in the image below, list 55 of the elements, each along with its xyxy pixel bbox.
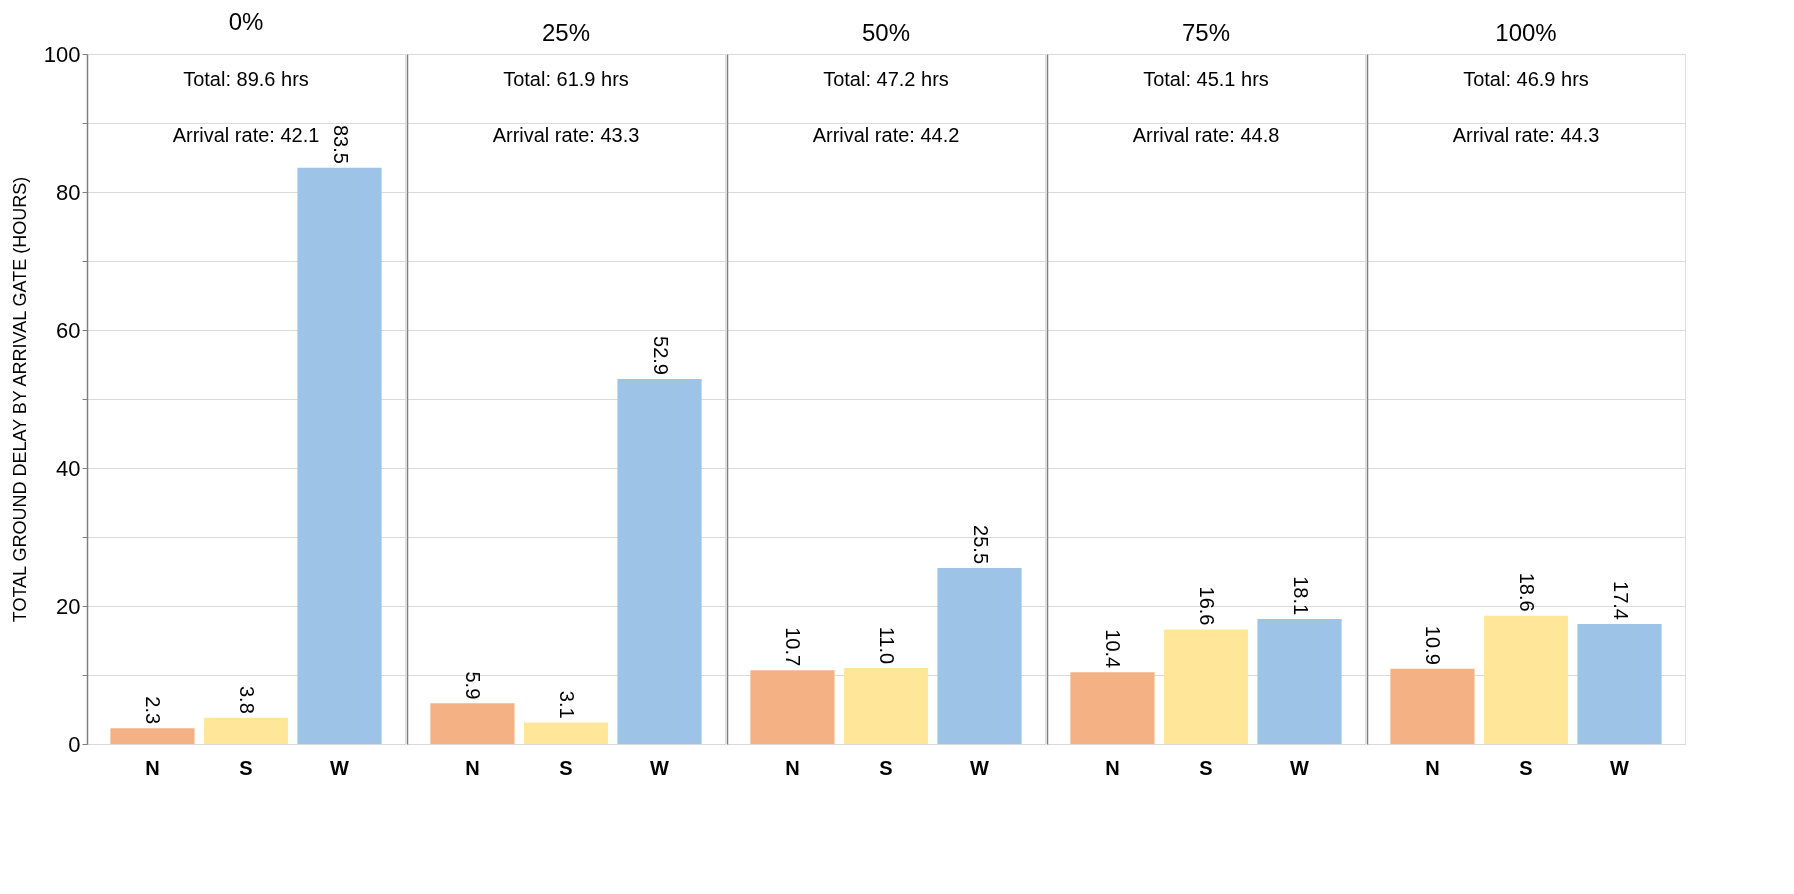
y-tick-label: 0 [68, 731, 81, 757]
annotation: Arrival rate: 44.2 [812, 124, 960, 146]
annotation: Arrival rate: 44.3 [1452, 124, 1600, 146]
data-label: 17.4 [1609, 581, 1632, 620]
y-tick-label: 40 [56, 455, 81, 481]
x-tick-label: W [1610, 756, 1630, 779]
bar [297, 167, 382, 744]
data-label: 10.7 [782, 627, 805, 667]
data-label: 83.5 [329, 124, 352, 164]
y-tick-label: 60 [56, 317, 81, 343]
x-tick-label: W [970, 756, 990, 779]
chart-title: 50% [861, 19, 911, 46]
annotation: Total: 46.9 hrs [1463, 68, 1589, 90]
chart-title: 100% [1495, 19, 1557, 46]
x-tick-label: N [145, 756, 160, 779]
data-label: 3.1 [556, 690, 578, 719]
annotation: Arrival rate: 44.8 [1132, 124, 1280, 146]
y-axis-title: TOTAL GROUND DELAY BY ARRIVAL GATE (HOURS) [9, 176, 30, 623]
x-tick-label: S [1519, 756, 1533, 779]
data-label: 25.5 [969, 525, 992, 565]
data-label: 52.9 [649, 336, 672, 375]
bar [110, 728, 195, 744]
chart-title: 75% [1181, 19, 1231, 46]
annotation: Arrival rate: 42.1 [172, 124, 320, 146]
x-tick-label: W [650, 756, 670, 779]
x-tick-label: S [559, 756, 573, 779]
data-label: 18.6 [1516, 572, 1538, 612]
chart-title: 25% [541, 19, 591, 46]
annotation: Total: 47.2 hrs [823, 68, 949, 90]
annotation: Total: 61.9 hrs [503, 68, 629, 90]
x-tick-label: N [465, 756, 480, 779]
data-label: 3.8 [236, 685, 258, 714]
x-tick-label: N [1105, 756, 1120, 779]
data-label: 18.1 [1289, 576, 1312, 616]
x-tick-label: N [785, 756, 800, 779]
data-label: 11.0 [876, 626, 898, 665]
data-label: 2.3 [142, 696, 165, 725]
annotation: Total: 89.6 hrs [183, 68, 309, 90]
y-tick-label: 20 [56, 593, 81, 619]
x-tick-label: W [330, 756, 350, 779]
x-tick-label: N [1425, 756, 1440, 779]
annotation: Arrival rate: 43.3 [492, 124, 640, 146]
y-tick-label: 80 [56, 179, 81, 205]
x-tick-label: S [879, 756, 893, 779]
chart-title: 0% [228, 8, 264, 35]
bar [203, 717, 289, 744]
data-label: 5.9 [462, 671, 485, 700]
x-tick-label: S [239, 756, 253, 779]
data-label: 10.9 [1422, 625, 1445, 665]
annotation: Total: 45.1 hrs [1143, 68, 1269, 90]
data-label: 16.6 [1196, 586, 1218, 626]
y-tick-label: 100 [43, 41, 81, 67]
x-tick-label: W [1290, 756, 1310, 779]
data-label: 10.4 [1102, 629, 1125, 669]
x-tick-label: S [1199, 756, 1213, 779]
